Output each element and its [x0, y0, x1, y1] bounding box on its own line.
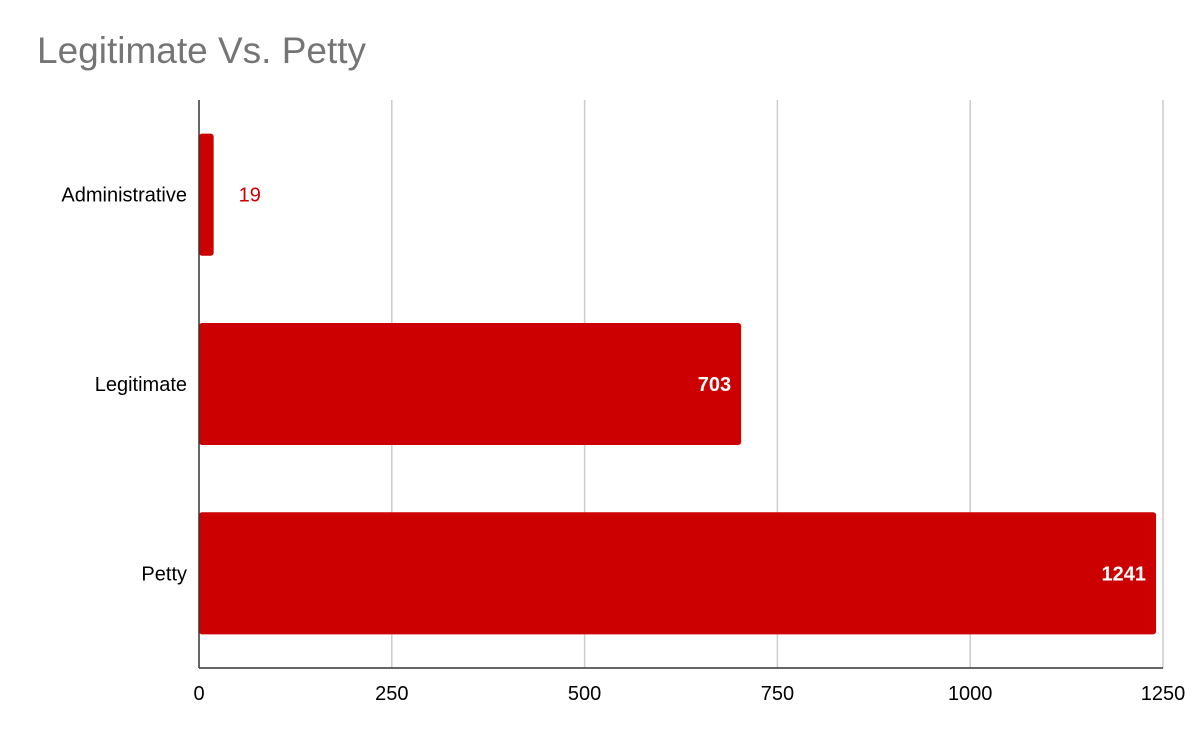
- bar: [199, 133, 214, 256]
- bars: [199, 133, 1157, 635]
- axes: [198, 100, 1163, 669]
- bar: [199, 322, 742, 446]
- x-tick-label: 0: [193, 683, 204, 705]
- labels: 0 250 500 750 1000 1250 Administrative 19 Legiti…: [61, 185, 1185, 705]
- x-tick-label: 250: [375, 683, 408, 705]
- x-tick-label: 1000: [948, 683, 993, 705]
- data-label: 703: [698, 374, 731, 396]
- x-tick-label: 500: [568, 683, 601, 705]
- x-tick-label: 1250: [1141, 683, 1186, 705]
- category-label: Legitimate: [95, 374, 187, 396]
- category-label: Petty: [141, 563, 187, 585]
- bar: [199, 512, 1157, 635]
- category-label: Administrative: [61, 185, 187, 207]
- data-label: 1241: [1102, 563, 1147, 585]
- chart-title: Legitimate Vs. Petty: [37, 30, 367, 71]
- x-tick-label: 750: [761, 683, 794, 705]
- data-label: 19: [239, 185, 261, 207]
